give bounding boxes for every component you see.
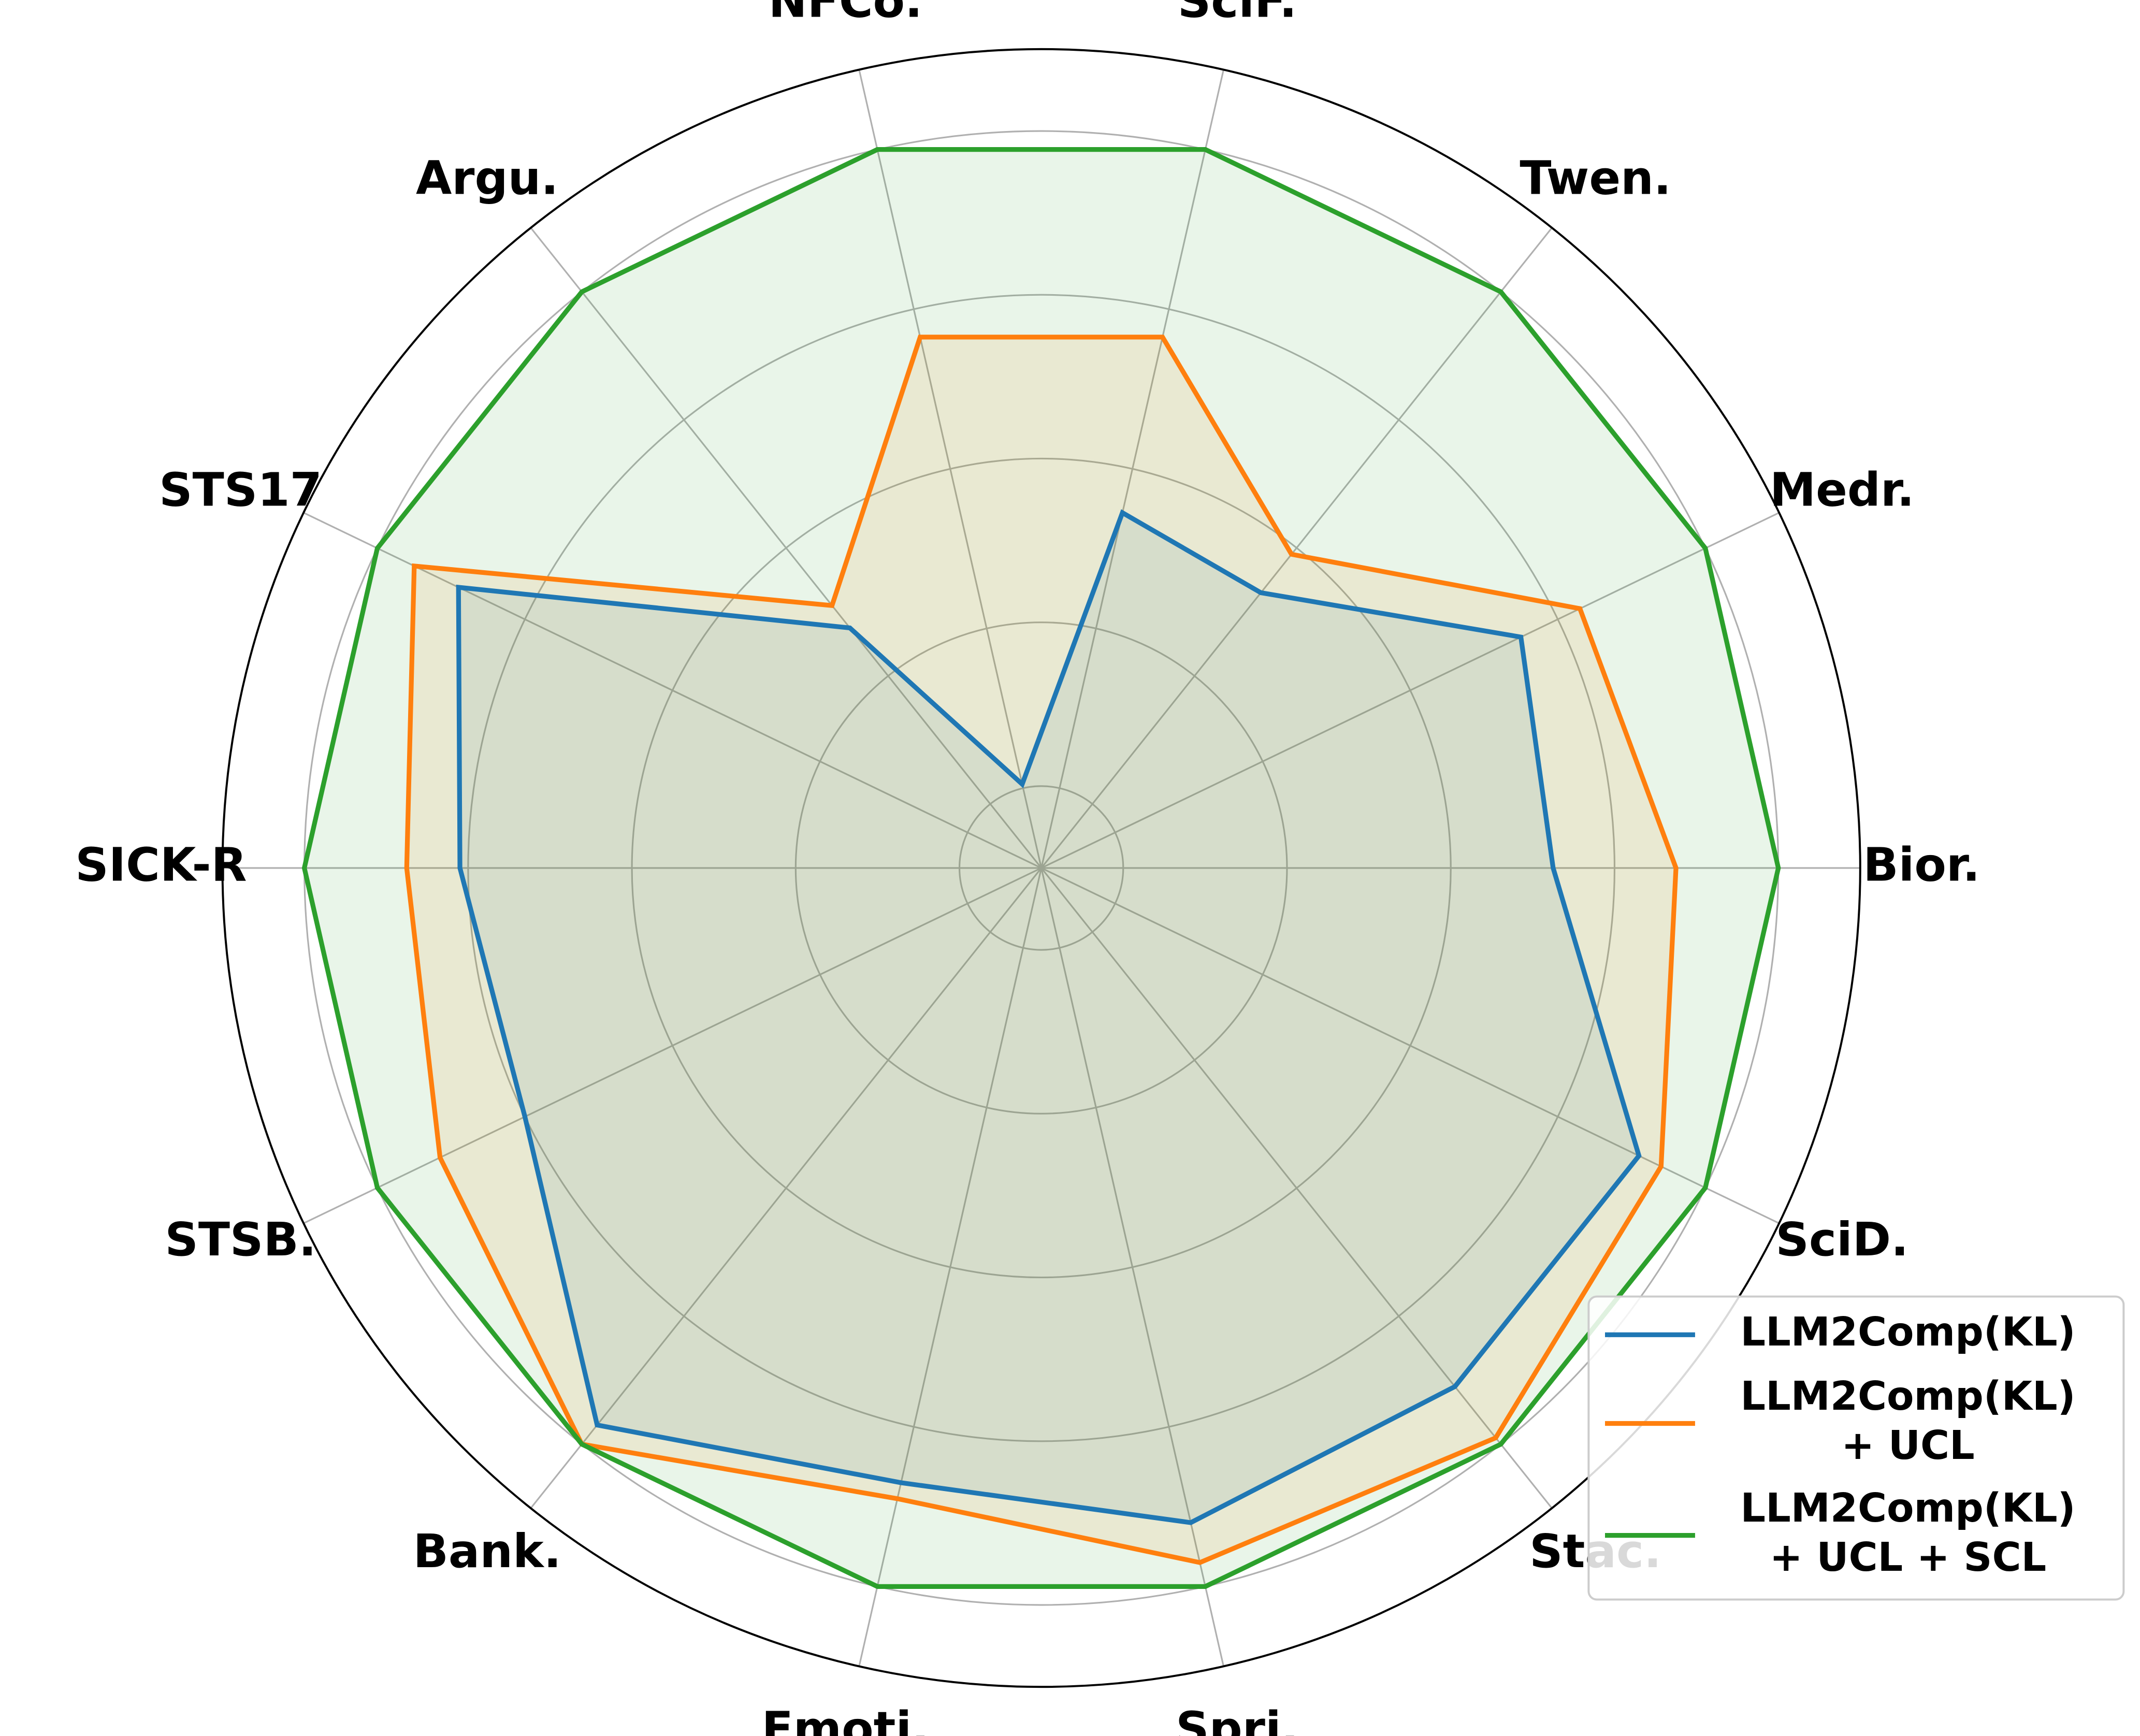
series-line: [301, 147, 1781, 1589]
spoke: [858, 867, 1043, 1667]
series-line: [404, 335, 1679, 1565]
category-label: STS17: [159, 464, 322, 517]
spoke: [1040, 227, 1553, 869]
spoke: [1040, 867, 1553, 1509]
category-label: Medr.: [1770, 464, 1914, 517]
series-area: [407, 337, 1676, 1563]
series-line: [456, 509, 1642, 1525]
spoke: [530, 867, 1042, 1509]
legend-label: LLM2Comp(KL) + UCL: [1740, 1373, 2075, 1469]
legend-box: [1587, 1295, 2125, 1601]
legend-label: LLM2Comp(KL) + UCL + SCL: [1740, 1485, 2075, 1581]
category-label: SICK-R: [75, 838, 247, 892]
spoke: [1040, 867, 1780, 1224]
legend: LLM2Comp(KL) LLM2Comp(KL) + UCL LLM2Comp(KL…: [1587, 1295, 2125, 1601]
category-label: Spri.: [1176, 1702, 1299, 1736]
spoke: [303, 867, 1042, 1224]
category-label: SciF.: [1178, 0, 1297, 28]
spoke: [1040, 512, 1780, 869]
series-area: [458, 513, 1639, 1523]
series-layer: [301, 147, 1781, 1589]
legend-label: LLM2Comp(KL): [1740, 1309, 2075, 1355]
spoke: [303, 512, 1042, 869]
category-label: NFCo.: [769, 0, 922, 28]
category-label: Argu.: [416, 152, 558, 206]
category-label: SciD.: [1775, 1213, 1908, 1267]
category-label: Twen.: [1520, 152, 1671, 206]
spoke: [1040, 867, 1225, 1667]
category-label: Bank.: [413, 1525, 561, 1579]
category-label: Emoti.: [762, 1702, 930, 1736]
spoke: [858, 69, 1043, 869]
category-label: STSB.: [165, 1213, 316, 1267]
spoke: [530, 227, 1042, 869]
category-label: Bior.: [1863, 838, 1980, 892]
outer-frame: [221, 48, 1861, 1688]
spoke: [1040, 69, 1225, 869]
series-area: [304, 149, 1778, 1587]
